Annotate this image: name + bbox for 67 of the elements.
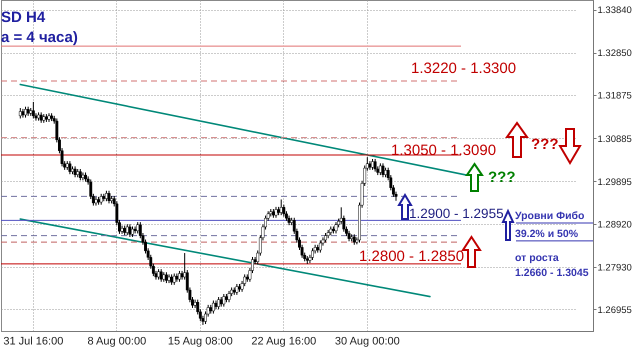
candlestick bbox=[324, 232, 328, 244]
candlestick bbox=[160, 268, 163, 282]
candlestick bbox=[178, 270, 181, 282]
candlestick bbox=[352, 234, 356, 246]
y-tick-label: 1.32850 bbox=[598, 48, 632, 60]
annotation: 1.2900 - 1.2955 bbox=[409, 206, 504, 221]
y-tick-label: 1.26955 bbox=[598, 304, 632, 316]
candlestick bbox=[164, 272, 168, 284]
candlestick bbox=[126, 224, 129, 236]
candlestick bbox=[32, 101, 35, 119]
candlestick bbox=[235, 283, 238, 296]
annotation: от роста bbox=[515, 252, 559, 264]
candlestick bbox=[382, 162, 384, 178]
candlestick bbox=[18, 108, 22, 119]
text: SD H4 bbox=[1, 9, 46, 26]
candlestick bbox=[24, 106, 27, 118]
candlestick bbox=[378, 162, 382, 176]
annotation: 1.3220 - 1.3300 bbox=[411, 60, 516, 77]
candlestick bbox=[157, 268, 160, 280]
x-tick-label: 31 Jul 16:00 bbox=[3, 336, 64, 348]
candlestick bbox=[26, 106, 30, 116]
candlestick bbox=[334, 222, 338, 234]
text: а = 4 часа) bbox=[1, 29, 78, 46]
y-tick-label: 1.30885 bbox=[598, 134, 632, 145]
candlestick bbox=[108, 190, 110, 204]
candlestick bbox=[74, 166, 77, 178]
y-tick-label: 1.29895 bbox=[598, 176, 632, 188]
candlestick bbox=[222, 293, 226, 308]
candlestick bbox=[348, 230, 350, 242]
candlestick bbox=[220, 296, 223, 308]
candlestick bbox=[104, 190, 108, 202]
annotation: 1.2660 - 1.3045 bbox=[515, 267, 589, 279]
candlestick bbox=[128, 224, 132, 238]
candlestick bbox=[136, 222, 140, 234]
ref-line-label: 39.2% и 50% bbox=[515, 228, 579, 240]
candlestick bbox=[170, 274, 174, 286]
candlestick bbox=[311, 248, 314, 261]
y-tick-label: 1.33840 bbox=[598, 5, 632, 16]
x-tick-label: 15 Aug 08:00 bbox=[168, 336, 233, 348]
annotation: ??? bbox=[531, 136, 558, 153]
candlestick bbox=[374, 158, 377, 172]
candlestick bbox=[318, 240, 322, 254]
y-tick-label: 1.28920 bbox=[598, 219, 632, 230]
x-tick-label: 8 Aug 00:00 bbox=[87, 336, 146, 348]
annotation: ??? bbox=[488, 169, 516, 186]
candlestick bbox=[274, 206, 278, 218]
candlestick bbox=[217, 296, 220, 310]
candlestick bbox=[228, 290, 230, 303]
candlestick bbox=[172, 273, 176, 286]
candlestick bbox=[288, 215, 290, 226]
ref-line-label: Уровни Фибо bbox=[515, 210, 584, 222]
annotation: 1.2800 - 1.2850 bbox=[359, 248, 464, 265]
candlestick bbox=[84, 172, 87, 182]
candlestick bbox=[40, 112, 43, 124]
candlestick bbox=[68, 160, 72, 175]
candlestick bbox=[280, 198, 283, 216]
candlestick bbox=[78, 168, 82, 181]
candlestick bbox=[131, 226, 134, 238]
candlestick bbox=[100, 193, 103, 206]
y-tick-label: 1.31875 bbox=[598, 90, 632, 102]
x-tick-label: 30 Aug 00:00 bbox=[334, 336, 400, 348]
candlestick bbox=[384, 167, 388, 178]
candlestick bbox=[162, 272, 166, 282]
x-tick-label: 22 Aug 16:00 bbox=[251, 336, 316, 348]
y-tick-label: 1.27930 bbox=[598, 262, 632, 274]
candlestick bbox=[123, 225, 126, 236]
candlestick bbox=[212, 300, 215, 314]
